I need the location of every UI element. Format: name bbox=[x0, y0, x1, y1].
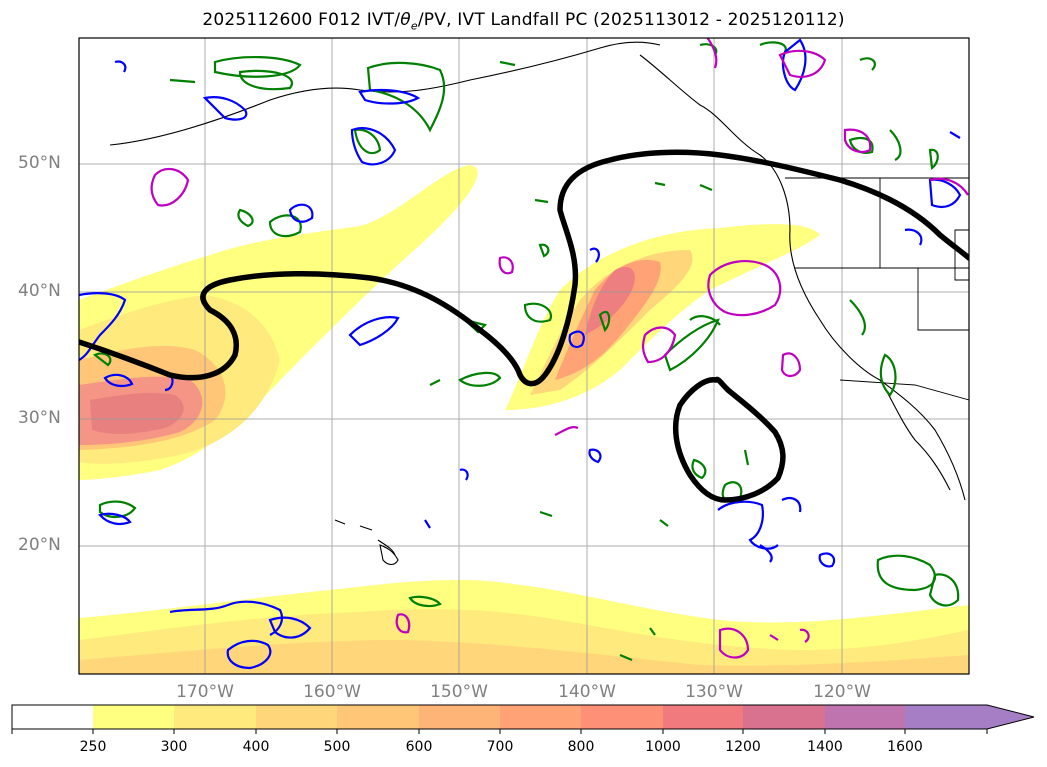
colorbar-tick-400: 400 bbox=[242, 739, 270, 755]
colorbar-tick-300: 300 bbox=[160, 739, 188, 755]
title-theta: θ bbox=[400, 10, 411, 30]
lon-label-160w: 160°W bbox=[303, 682, 361, 702]
colorbar-tick-800: 800 bbox=[567, 739, 595, 755]
colorbar-tick-1200: 1200 bbox=[725, 739, 761, 755]
lat-label-30n: 30°N bbox=[18, 408, 61, 428]
lon-label-130w: 130°W bbox=[685, 682, 743, 702]
colorbar-tick-700: 700 bbox=[486, 739, 514, 755]
colorbar-seg-2 bbox=[174, 705, 256, 729]
ivt-plume-central-1000 bbox=[585, 266, 635, 335]
lat-label-20n: 20°N bbox=[18, 535, 61, 555]
ivt-landfall-pc-contour bbox=[79, 149, 969, 503]
colorbar-tick-1000: 1000 bbox=[645, 739, 681, 755]
title-prefix: 2025112600 F012 IVT/ bbox=[202, 10, 401, 30]
colorbar-tick-250: 250 bbox=[79, 739, 107, 755]
ivt-plume-west-1000 bbox=[90, 392, 184, 434]
colorbar-seg-4 bbox=[337, 705, 419, 729]
colorbar-tick-1600: 1600 bbox=[887, 739, 923, 755]
lat-label-40n: 40°N bbox=[18, 281, 61, 301]
map-plot-area bbox=[79, 38, 969, 674]
ivt-band-south-400 bbox=[79, 640, 969, 674]
lon-label-120w: 120°W bbox=[813, 682, 871, 702]
lon-label-150w: 150°W bbox=[430, 682, 488, 702]
colorbar-seg-0 bbox=[12, 705, 93, 729]
colorbar-seg-5 bbox=[419, 705, 500, 729]
theta-e-contours bbox=[92, 41, 960, 662]
pv-contours-magenta bbox=[150, 38, 969, 659]
title-subscript: e bbox=[410, 19, 418, 33]
borders bbox=[785, 177, 969, 401]
colorbar-outline bbox=[11, 704, 1035, 730]
lon-label-170w: 170°W bbox=[176, 682, 234, 702]
lat-label-50n: 50°N bbox=[18, 153, 61, 173]
colorbar bbox=[11, 704, 1035, 734]
colorbar-extend-arrow bbox=[905, 705, 1034, 729]
pv-contours-blue bbox=[79, 38, 962, 670]
colorbar-tick-1400: 1400 bbox=[807, 739, 843, 755]
map-title: 2025112600 F012 IVT/θe/PV, IVT Landfall … bbox=[0, 10, 1047, 32]
grid-lines bbox=[79, 38, 969, 674]
map-frame bbox=[78, 37, 970, 675]
colorbar-seg-8 bbox=[663, 705, 743, 729]
colorbar-seg-6 bbox=[500, 705, 581, 729]
colorbar-seg-3 bbox=[256, 705, 337, 729]
lon-label-140w: 140°W bbox=[558, 682, 616, 702]
colorbar-seg-1 bbox=[93, 705, 174, 729]
colorbar-seg-9 bbox=[743, 705, 825, 729]
colorbar-seg-7 bbox=[581, 705, 663, 729]
title-suffix: /PV, IVT Landfall PC (2025113012 - 20251… bbox=[417, 10, 845, 30]
colorbar-seg-10 bbox=[825, 705, 905, 729]
colorbar-tick-500: 500 bbox=[323, 739, 351, 755]
colorbar-tick-600: 600 bbox=[405, 739, 433, 755]
